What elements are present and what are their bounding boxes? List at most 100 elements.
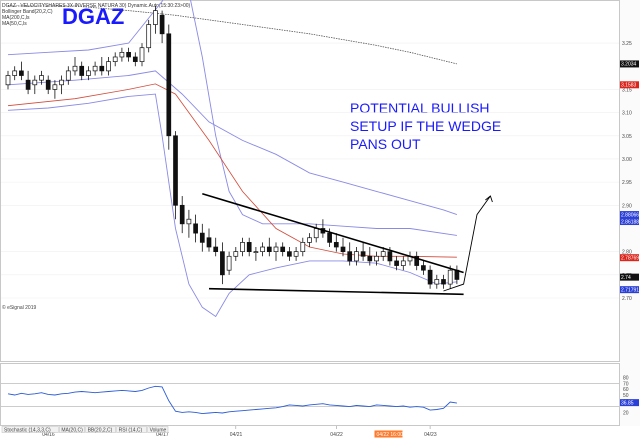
footer-tab[interactable] (116, 426, 147, 433)
price-tick-label: 3.05 (622, 134, 632, 140)
candle-body (313, 228, 319, 239)
footer-tab[interactable] (59, 426, 85, 433)
candle (25, 70, 31, 95)
candle-body (126, 51, 131, 58)
candle-body (146, 24, 152, 49)
ticker-label: DGAZ (62, 4, 124, 29)
candle (179, 196, 185, 234)
candle (340, 237, 346, 257)
price-tick-label: 3.15 (622, 87, 632, 93)
candle-body (427, 269, 433, 285)
candle-body (153, 10, 158, 25)
candle (146, 19, 152, 53)
candle-body (280, 246, 286, 253)
candle (79, 61, 85, 81)
price-tag: 3.2034 (620, 60, 639, 68)
candle (72, 56, 78, 76)
candle-body (186, 218, 192, 225)
footer-tab-label: Volume (150, 428, 167, 434)
candle-body (173, 135, 178, 206)
wedge-lower-line (208, 287, 464, 296)
price-tag: 2.88066 (620, 211, 639, 218)
candle-body (441, 279, 446, 285)
candle (380, 247, 386, 261)
price-tag-box (620, 60, 639, 68)
candle (193, 214, 198, 243)
candle (307, 233, 312, 248)
footer-tabs[interactable]: Stochastic (14,3,3,C) MA(20,C) BB(20,2,C) R… (1, 426, 169, 434)
price-tag-box (620, 273, 639, 281)
price-tag-box (620, 218, 639, 226)
candle-body (300, 242, 306, 253)
candle-body (206, 237, 212, 248)
projection-arrowhead (485, 195, 493, 203)
date-label: 04/21 (230, 432, 243, 438)
candle (434, 274, 440, 289)
ma200-line (8, 5, 457, 65)
candle-body (340, 246, 346, 253)
candle-body (394, 260, 399, 266)
candle-body (447, 269, 453, 285)
candle-body (92, 65, 98, 72)
candle (260, 242, 265, 257)
candle (65, 66, 71, 85)
candle (173, 131, 178, 220)
candle-body (240, 242, 245, 253)
price-tag-label: 2.78769 (621, 255, 639, 261)
price-tag-label: 2.86188 (621, 219, 639, 225)
rsi-tag-box (620, 399, 639, 407)
candle-body (19, 70, 24, 76)
candle-body (106, 61, 111, 72)
candle (106, 56, 111, 76)
price-tag-label: 3.1583 (621, 83, 637, 89)
annotation-line-2: SETUP IF THE WEDGE (350, 118, 501, 134)
price-tick-label: 2.80 (622, 250, 632, 256)
candle-body (166, 33, 172, 137)
candle-body (193, 223, 198, 234)
candle-body (367, 255, 373, 262)
price-tag-label: 2.74 (621, 275, 631, 281)
candle (19, 61, 24, 81)
candle (186, 209, 192, 238)
candle (86, 66, 91, 81)
candle (220, 242, 225, 285)
candle (347, 242, 353, 266)
rsi-panel-frame (0, 363, 620, 426)
candle (59, 75, 64, 95)
date-label: 04/16 (42, 432, 55, 438)
rsi-line (7, 385, 457, 415)
price-tick-label: 2.70 (622, 296, 632, 302)
footer-tab-label: BB(20,2,C) (88, 428, 113, 434)
date-label: 04/23 (424, 432, 437, 438)
candle (92, 61, 98, 76)
price-tag-label: 2.88066 (621, 212, 639, 218)
candle-body (179, 204, 185, 225)
price-tag: 2.71791 (620, 286, 639, 293)
candle (139, 43, 145, 67)
price-tick-label: 3.25 (622, 41, 632, 47)
bollinger-upper-line (7, 0, 457, 236)
candle-body (226, 255, 232, 271)
annotation-line-3: PANS OUT (350, 136, 421, 152)
candle (45, 75, 51, 95)
candle-body (333, 242, 339, 248)
candle-body (119, 51, 125, 58)
price-tag: 2.86188 (620, 218, 639, 225)
candle-body (213, 246, 219, 253)
price-tag: 2.74 (620, 273, 639, 281)
price-tag-box (620, 254, 639, 262)
candle-body (132, 56, 138, 62)
candle (226, 251, 232, 275)
footer-tab[interactable] (147, 426, 169, 433)
price-tag: 2.78769 (620, 254, 639, 261)
footer-tab[interactable] (1, 426, 59, 433)
price-tag-label: 2.71791 (621, 287, 639, 293)
candle (394, 256, 399, 271)
candle (367, 247, 373, 266)
projection-arrow (443, 195, 491, 292)
footer-tab[interactable] (85, 426, 116, 433)
candle (5, 70, 11, 90)
rsi-tick-label: 20 (623, 410, 629, 416)
